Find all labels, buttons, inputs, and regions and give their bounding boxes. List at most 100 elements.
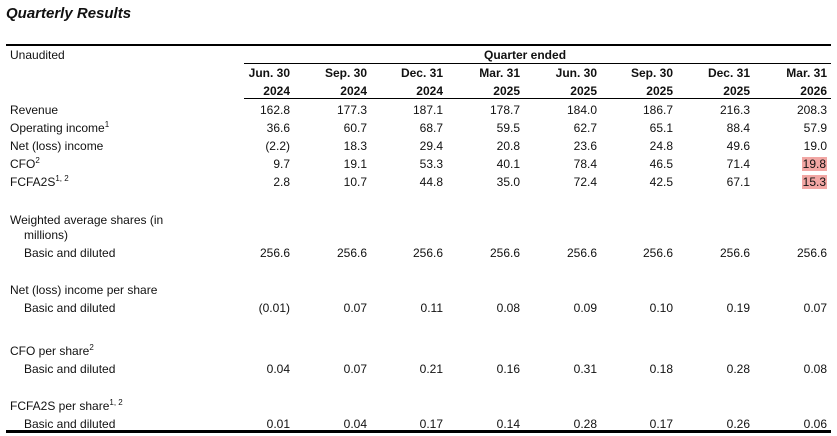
table-cell: 187.1 xyxy=(412,103,443,117)
section-sub-label: Basic and diluted xyxy=(24,246,116,260)
table-cell: 67.1 xyxy=(726,175,750,189)
column-month-header: Sep. 30 xyxy=(324,66,367,80)
table-cell: 0.09 xyxy=(573,301,597,315)
column-year-header: 2025 xyxy=(493,84,520,98)
section-heading: CFO per share2 xyxy=(10,343,94,359)
column-year-header: 2025 xyxy=(723,84,750,98)
column-month-header: Sep. 30 xyxy=(630,66,673,80)
table-cell: 36.6 xyxy=(266,121,290,135)
table-cell: 0.07 xyxy=(803,301,827,315)
section-heading: Weighted average shares (in xyxy=(10,213,164,227)
table-row-label: Net (loss) income xyxy=(10,139,104,153)
table-cell: 46.5 xyxy=(649,157,673,171)
table-cell: 256.6 xyxy=(412,246,443,260)
table-cell: 29.4 xyxy=(419,139,443,153)
table-cell: 0.21 xyxy=(419,362,443,376)
footnote-marker: 2 xyxy=(35,156,40,165)
table-cell: (0.01) xyxy=(258,301,290,315)
footnote-marker: 2 xyxy=(89,343,94,352)
table-cell: 19.1 xyxy=(343,157,367,171)
table-cell: 0.11 xyxy=(420,301,443,315)
table-top-rule xyxy=(6,44,831,46)
table-cell: 0.08 xyxy=(803,362,827,376)
table-cell: 162.8 xyxy=(259,103,290,117)
table-cell: 62.7 xyxy=(573,121,597,135)
table-cell: 256.6 xyxy=(719,246,750,260)
column-month-header: Dec. 31 xyxy=(707,66,750,80)
table-cell: 0.07 xyxy=(343,362,367,376)
table-cell: 0.10 xyxy=(649,301,673,315)
table-cell: 72.4 xyxy=(573,175,597,189)
table-cell: 9.7 xyxy=(273,157,290,171)
table-cell: 208.3 xyxy=(796,103,827,117)
footnote-marker: 1 xyxy=(104,120,110,129)
table-cell: 256.6 xyxy=(259,246,290,260)
table-cell: 0.18 xyxy=(649,362,673,376)
section-sub-label: Basic and diluted xyxy=(24,301,116,315)
table-cell: 216.3 xyxy=(719,103,750,117)
table-cell: 10.7 xyxy=(343,175,367,189)
highlighted-value: 15.3 xyxy=(801,175,827,189)
column-month-header: Mar. 31 xyxy=(786,66,827,80)
table-cell: 60.7 xyxy=(343,121,367,135)
column-month-header: Jun. 30 xyxy=(248,66,290,80)
table-cell: 2.8 xyxy=(273,175,290,189)
table-cell: 71.4 xyxy=(726,157,750,171)
column-year-header: 2024 xyxy=(416,84,443,98)
table-cell: 44.8 xyxy=(419,175,443,189)
table-cell: 0.28 xyxy=(573,417,597,431)
table-cell: 0.06 xyxy=(803,417,827,431)
table-cell: 0.17 xyxy=(419,417,443,431)
table-cell: 57.9 xyxy=(803,121,827,135)
table-cell: 20.8 xyxy=(496,139,520,153)
table-bottom-rule xyxy=(6,430,831,433)
table-cell: 0.08 xyxy=(496,301,520,315)
table-cell: 0.17 xyxy=(649,417,673,431)
footnote-marker: 1, 2 xyxy=(109,398,123,407)
table-cell: 186.7 xyxy=(642,103,673,117)
table-cell: 0.04 xyxy=(266,362,290,376)
table-cell: 15.3 xyxy=(757,175,827,189)
section-heading-cont: millions) xyxy=(24,228,69,242)
table-cell: 65.1 xyxy=(649,121,673,135)
table-cell: 184.0 xyxy=(566,103,597,117)
section-heading: FCFA2S per share1, 2 xyxy=(10,398,123,414)
column-year-header: 2025 xyxy=(646,84,673,98)
table-cell: 18.3 xyxy=(343,139,367,153)
page-title: Quarterly Results xyxy=(6,5,132,22)
table-cell: 0.07 xyxy=(343,301,367,315)
table-cell: 23.6 xyxy=(573,139,597,153)
column-month-header: Dec. 31 xyxy=(400,66,443,80)
table-cell: (2.2) xyxy=(265,139,290,153)
table-cell: 40.1 xyxy=(496,157,520,171)
table-cell: 0.16 xyxy=(496,362,520,376)
table-cell: 88.4 xyxy=(726,121,750,135)
table-cell: 0.19 xyxy=(726,301,750,315)
table-cell: 0.26 xyxy=(726,417,750,431)
column-year-header: 2026 xyxy=(800,84,827,98)
table-cell: 19.8 xyxy=(757,157,827,171)
unaudited-label: Unaudited xyxy=(10,48,65,62)
year-underline xyxy=(244,98,831,99)
table-cell: 24.8 xyxy=(649,139,673,153)
column-month-header: Jun. 30 xyxy=(555,66,597,80)
table-cell: 256.6 xyxy=(336,246,367,260)
column-month-header: Mar. 31 xyxy=(479,66,520,80)
table-cell: 19.0 xyxy=(803,139,827,153)
table-cell: 68.7 xyxy=(419,121,443,135)
table-cell: 256.6 xyxy=(796,246,827,260)
table-cell: 78.4 xyxy=(573,157,597,171)
header-underline xyxy=(244,63,831,64)
table-cell: 42.5 xyxy=(649,175,673,189)
table-cell: 0.04 xyxy=(343,417,367,431)
column-year-header: 2024 xyxy=(263,84,290,98)
table-cell: 53.3 xyxy=(419,157,443,171)
table-cell: 177.3 xyxy=(336,103,367,117)
column-year-header: 2024 xyxy=(340,84,367,98)
table-cell: 0.14 xyxy=(496,417,520,431)
table-cell: 0.01 xyxy=(266,417,290,431)
table-cell: 178.7 xyxy=(489,103,520,117)
table-cell: 0.31 xyxy=(573,362,597,376)
column-year-header: 2025 xyxy=(570,84,597,98)
table-cell: 35.0 xyxy=(496,175,520,189)
